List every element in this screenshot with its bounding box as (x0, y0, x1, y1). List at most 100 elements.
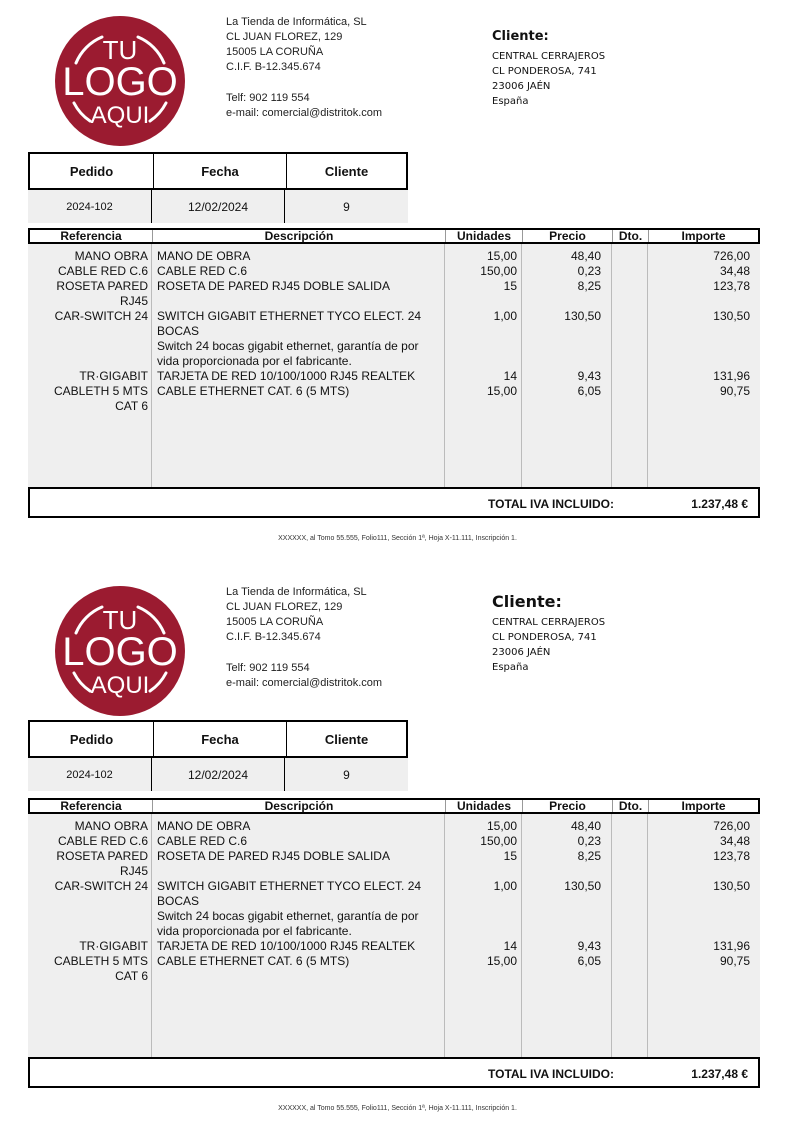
table-row: CAR-SWITCH 24 SWITCH GIGABIT ETHERNET TY… (28, 879, 760, 939)
item-description: ROSETA DE PARED RJ45 DOBLE SALIDA (157, 279, 390, 293)
svg-text:AQUI: AQUI (91, 102, 150, 129)
header-unidades: Unidades (445, 800, 522, 812)
order-header-pedido: Pedido (30, 722, 154, 756)
item-units: 1,00 (493, 309, 517, 323)
table-row: ROSETA PARED RJ45 ROSETA DE PARED RJ45 D… (28, 279, 760, 309)
item-price: 9,43 (577, 939, 601, 953)
company-name: La Tienda de Informática, SL (226, 16, 367, 28)
item-description: SWITCH GIGABIT ETHERNET TYCO ELECT. 24 B… (157, 309, 422, 368)
header-descripcion: Descripción (152, 800, 445, 812)
total-label: TOTAL IVA INCLUIDO: (488, 1067, 614, 1081)
order-header-cliente: Cliente (324, 163, 369, 179)
svg-text:LOGO: LOGO (62, 630, 178, 674)
company-email: e-mail: comercial@distritok.com (226, 677, 383, 689)
order-date: 12/02/2024 (152, 758, 285, 791)
client-info: Cliente: CENTRAL CERRAJEROS CL PONDEROSA… (492, 592, 605, 675)
item-description: MANO DE OBRA (157, 819, 251, 833)
legal-footer: XXXXXX, al Tomo 55.555, Folio111, Secció… (278, 1105, 517, 1112)
company-info: La Tienda de Informática, SL CL JUAN FLO… (226, 15, 382, 121)
table-row: TR·GIGABIT TARJETA DE RED 10/100/1000 RJ… (28, 939, 760, 954)
item-units: 15,00 (486, 384, 517, 398)
svg-text:TU: TU (103, 605, 138, 635)
item-reference: TR·GIGABIT (79, 369, 148, 383)
item-reference: CABLETH 5 MTS CAT 6 (53, 954, 148, 983)
item-price: 0,23 (577, 834, 601, 848)
invoice-copy: TU LOGO AQUI La Tienda de Informática, S… (0, 570, 795, 1140)
header-importe: Importe (648, 230, 758, 242)
item-amount: 130,50 (713, 309, 750, 323)
client-country: España (492, 662, 529, 673)
company-logo: TU LOGO AQUI (55, 586, 185, 716)
client-city: 23006 JAÉN (492, 647, 551, 658)
item-price: 9,43 (577, 369, 601, 383)
client-label: Cliente: (492, 592, 562, 611)
item-description: CABLE RED C.6 (157, 264, 248, 278)
item-price: 48,40 (570, 819, 601, 833)
item-amount: 130,50 (713, 879, 750, 893)
item-units: 1,00 (493, 879, 517, 893)
item-price: 6,05 (577, 954, 601, 968)
total-value: 1.237,48 € (691, 497, 748, 511)
table-row: CABLETH 5 MTS CAT 6 CABLE ETHERNET CAT. … (28, 384, 760, 414)
item-reference: CAR-SWITCH 24 (54, 879, 148, 893)
client-city: 23006 JAÉN (492, 81, 551, 92)
order-header-pedido: Pedido (30, 154, 154, 188)
item-discount (612, 954, 648, 984)
client-name: CENTRAL CERRAJEROS (492, 51, 606, 62)
item-discount (612, 369, 648, 384)
legal-footer: XXXXXX, al Tomo 55.555, Folio111, Secció… (278, 535, 517, 542)
total-box: TOTAL IVA INCLUIDO: 1.237,48 € (28, 487, 760, 518)
item-units: 15,00 (486, 954, 517, 968)
items-table: Referencia Descripción Unidades Precio D… (28, 798, 760, 1057)
item-reference: TR·GIGABIT (79, 939, 148, 953)
company-logo: TU LOGO AQUI (55, 16, 185, 146)
item-discount (612, 249, 648, 264)
header-unidades: Unidades (445, 230, 522, 242)
header-dto: Dto. (612, 800, 648, 812)
total-label: TOTAL IVA INCLUIDO: (488, 497, 614, 511)
item-amount: 726,00 (713, 819, 750, 833)
item-price: 130,50 (564, 879, 601, 893)
item-discount (612, 834, 648, 849)
item-discount (612, 819, 648, 834)
item-discount (612, 849, 648, 879)
client-name: CENTRAL CERRAJEROS (492, 617, 606, 628)
header-dto: Dto. (612, 230, 648, 242)
table-row: MANO OBRA MANO DE OBRA 15,00 48,40 726,0… (28, 249, 760, 264)
item-reference: MANO OBRA (74, 249, 148, 263)
table-row: CAR-SWITCH 24 SWITCH GIGABIT ETHERNET TY… (28, 309, 760, 369)
item-discount (612, 279, 648, 309)
company-cif: C.I.F. B-12.345.674 (226, 631, 321, 643)
company-phone: Telf: 902 119 554 (226, 92, 310, 104)
item-description: ROSETA DE PARED RJ45 DOBLE SALIDA (157, 849, 390, 863)
table-row: CABLE RED C.6 CABLE RED C.6 150,00 0,23 … (28, 834, 760, 849)
item-discount (612, 309, 648, 369)
item-discount (612, 384, 648, 414)
header-precio: Precio (522, 800, 612, 812)
order-header-fecha: Fecha (154, 722, 287, 756)
item-units: 14 (503, 939, 517, 953)
order-client-id: 9 (343, 767, 350, 782)
item-description: SWITCH GIGABIT ETHERNET TYCO ELECT. 24 B… (157, 879, 422, 938)
item-units: 15,00 (486, 249, 517, 263)
item-description: CABLE ETHERNET CAT. 6 (5 MTS) (157, 954, 350, 968)
item-description: MANO DE OBRA (157, 249, 251, 263)
order-table: Pedido Fecha Cliente 2024-102 12/02/2024… (28, 720, 408, 791)
client-label: Cliente: (492, 29, 549, 44)
svg-text:LOGO: LOGO (62, 60, 178, 104)
table-row: MANO OBRA MANO DE OBRA 15,00 48,40 726,0… (28, 819, 760, 834)
order-number: 2024-102 (28, 190, 152, 223)
item-amount: 123,78 (713, 849, 750, 863)
company-email: e-mail: comercial@distritok.com (226, 107, 383, 119)
header-descripcion: Descripción (152, 230, 445, 242)
header-referencia: Referencia (60, 799, 122, 813)
item-reference: CAR-SWITCH 24 (54, 309, 148, 323)
item-amount: 90,75 (719, 384, 750, 398)
item-amount: 131,96 (713, 939, 750, 953)
table-row: TR·GIGABIT TARJETA DE RED 10/100/1000 RJ… (28, 369, 760, 384)
item-discount (612, 879, 648, 939)
company-city: 15005 LA CORUÑA (226, 616, 324, 628)
company-address: CL JUAN FLOREZ, 129 (226, 601, 343, 613)
header-referencia: Referencia (60, 229, 122, 243)
item-reference: ROSETA PARED RJ45 (56, 849, 148, 878)
